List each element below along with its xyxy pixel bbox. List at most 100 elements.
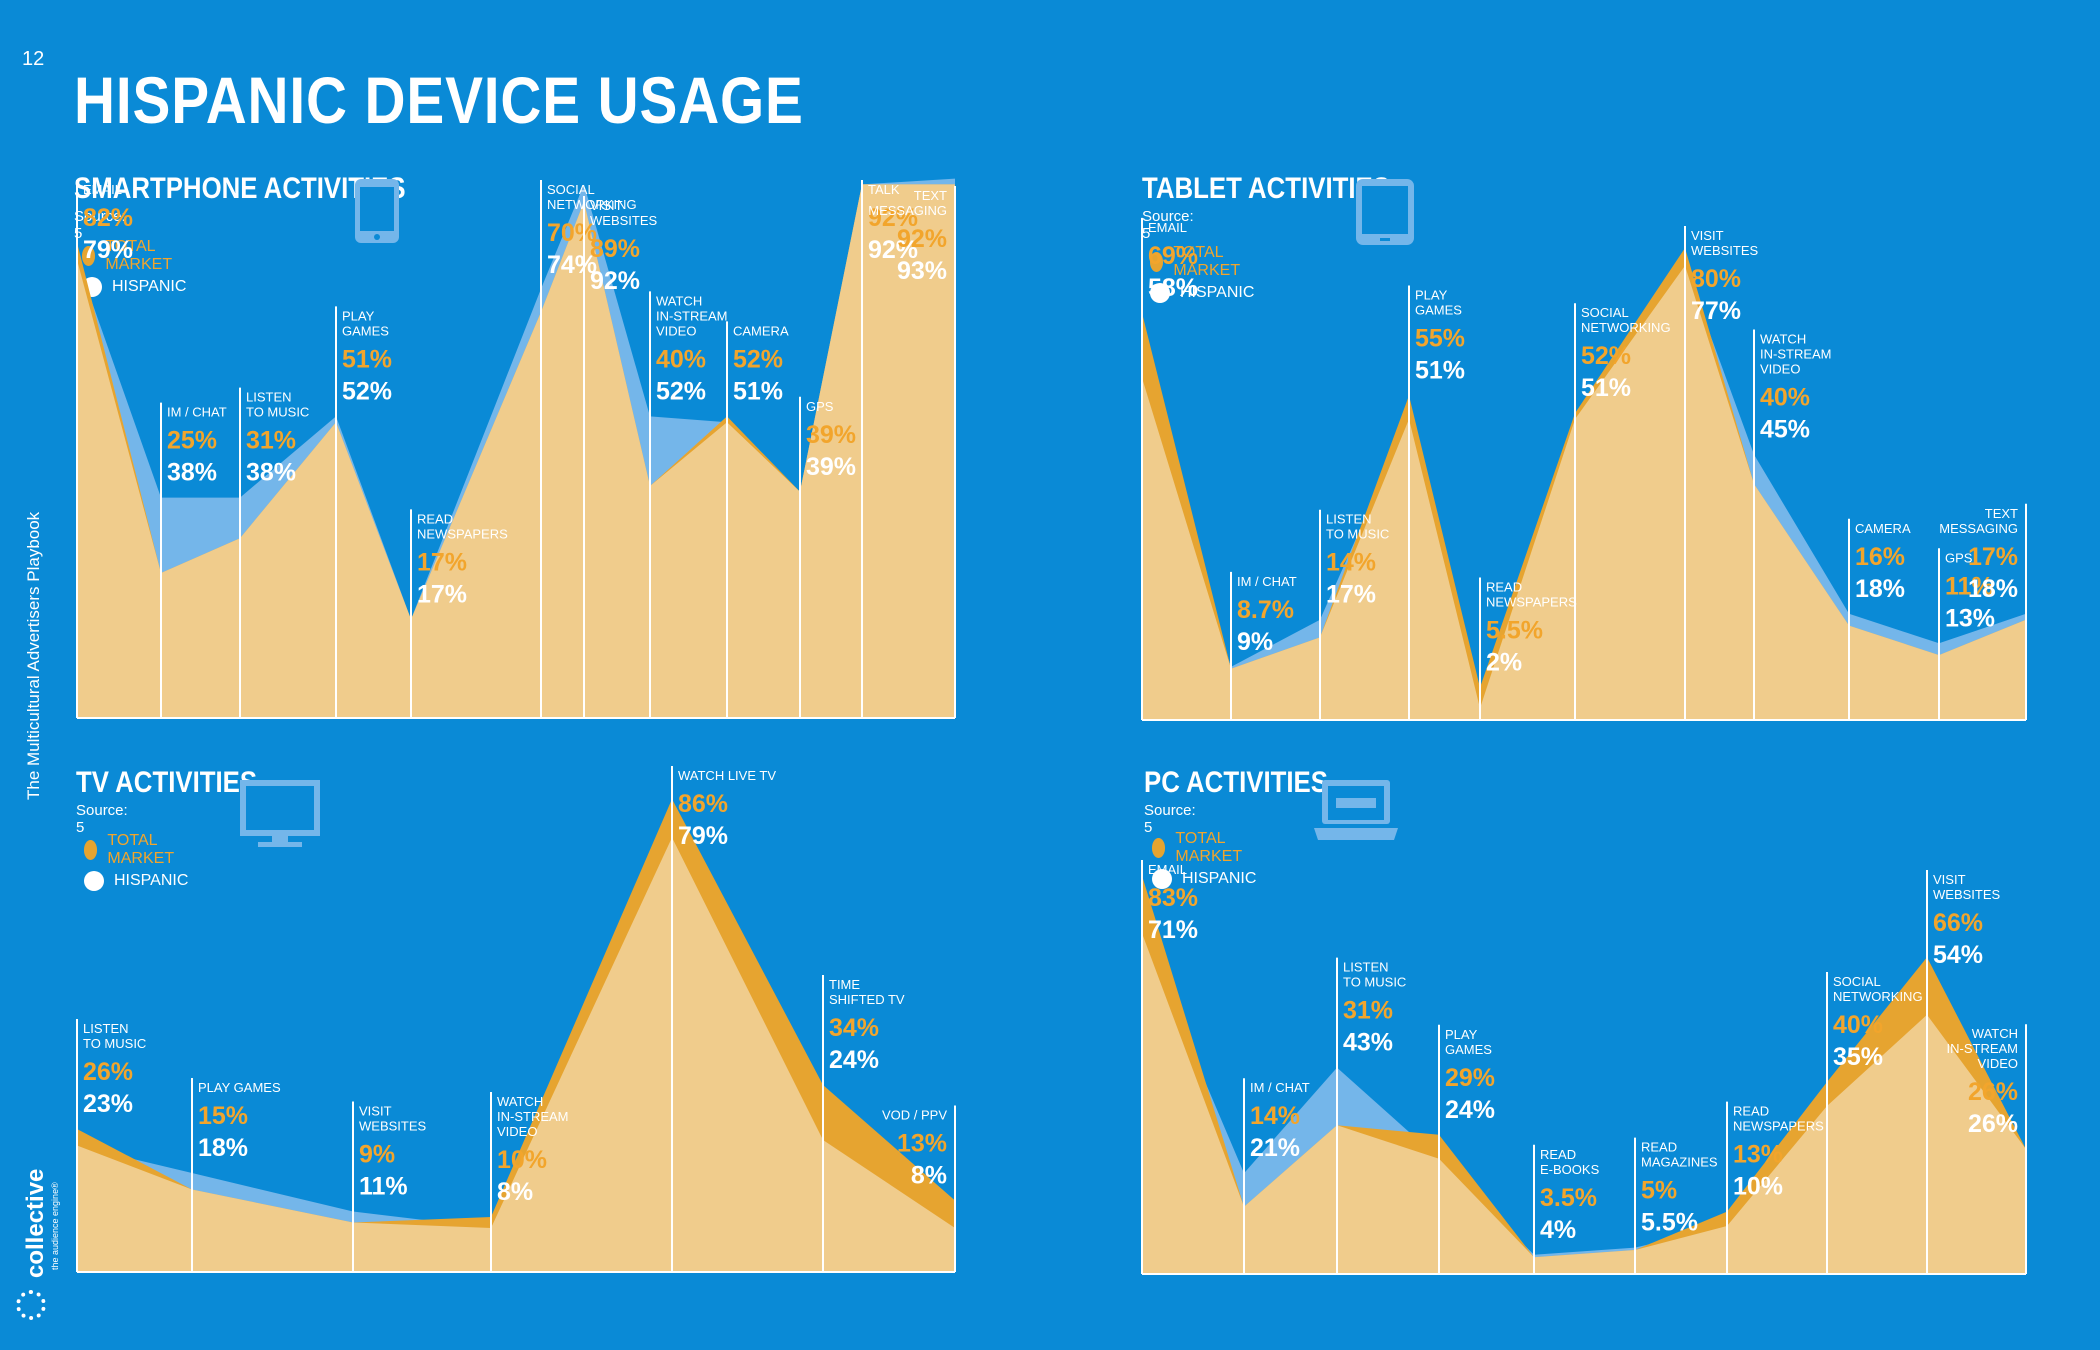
smartphone-icon <box>355 179 399 243</box>
legend-item-total-market: TOTAL MARKET <box>1152 829 1256 865</box>
category-group: IM / CHAT 25% 38% <box>160 402 227 718</box>
category-label: GPS <box>1945 550 1973 565</box>
hispanic-value-label: 26% <box>1968 1110 2018 1138</box>
tablet-icon <box>1356 179 1414 245</box>
category-label: VIDEO <box>497 1124 537 1139</box>
hispanic-value-label: 92% <box>590 267 640 295</box>
legend-swatch-total-market <box>1152 837 1166 858</box>
panel-title: TABLET ACTIVITIES <box>1142 172 1390 205</box>
panel-title: PC ACTIVITIES <box>1144 766 1328 799</box>
category-label: VISIT <box>590 198 623 213</box>
category-label: TO MUSIC <box>246 405 309 420</box>
total-market-value-label: 55% <box>1415 325 1465 353</box>
legend: TOTAL MARKET HISPANIC <box>84 832 188 896</box>
category-label: PLAY <box>1415 288 1448 303</box>
category-label: LISTEN <box>1343 960 1389 975</box>
category-group: CAMERA 16% 18% <box>1848 518 1911 720</box>
category-label: PLAY <box>342 308 375 323</box>
panel-source: Source: 5 <box>74 208 126 242</box>
category-label: TEXT <box>1985 506 2018 521</box>
panel-title: SMARTPHONE ACTIVITIES <box>74 172 406 205</box>
category-group: EMAIL 83% 71% <box>1141 860 1198 1274</box>
category-label: SOCIAL <box>1833 974 1881 989</box>
hispanic-value-label: 8% <box>497 1178 533 1206</box>
hispanic-area <box>1142 265 2026 720</box>
hispanic-value-label: 38% <box>167 459 217 487</box>
category-label: GAMES <box>1415 303 1462 318</box>
hispanic-value-label: 23% <box>83 1090 133 1118</box>
total-market-value-label: 5% <box>1641 1177 1677 1205</box>
panel-source: Source: 5 <box>76 802 128 836</box>
total-market-value-label: 8.7% <box>1237 596 1294 624</box>
total-market-value-label: 34% <box>829 1014 879 1042</box>
category-label: WATCH <box>1760 332 1806 347</box>
legend: TOTAL MARKET HISPANIC <box>82 238 186 302</box>
category-group: EMAIL 82% 79% <box>76 180 133 718</box>
legend-item-total-market: TOTAL MARKET <box>1150 244 1254 279</box>
total-market-value-label: 52% <box>1581 342 1631 370</box>
total-market-value-label: 40% <box>656 345 706 373</box>
total-market-value-label: 29% <box>1445 1064 1495 1092</box>
category-label: SOCIAL <box>1581 305 1629 320</box>
tv-monitor-icon <box>240 780 320 847</box>
total-market-value-label: 10% <box>497 1146 547 1174</box>
hispanic-value-label: 24% <box>829 1046 879 1074</box>
category-label: GAMES <box>1445 1042 1492 1057</box>
category-label: GAMES <box>342 323 389 338</box>
category-label: MESSAGING <box>1939 521 2018 536</box>
total-market-value-label: 52% <box>733 345 783 373</box>
category-label: READ <box>1641 1140 1677 1155</box>
total-market-value-label: 15% <box>198 1102 248 1130</box>
category-label: NEWSPAPERS <box>1733 1119 1824 1134</box>
category-label: WEBSITES <box>1933 887 2001 902</box>
category-label: READ <box>417 511 453 526</box>
legend-label: HISPANIC <box>1180 283 1255 301</box>
category-label: E-BOOKS <box>1540 1162 1600 1177</box>
hispanic-value-label: 13% <box>1945 604 1995 632</box>
hispanic-area <box>77 184 955 718</box>
category-label: IN-STREAM <box>497 1109 569 1124</box>
category-group: GPS 11% 13% <box>1938 548 1995 720</box>
hispanic-value-label: 39% <box>806 453 856 481</box>
hispanic-value-label: 11% <box>359 1173 408 1201</box>
legend-item-hispanic: HISPANIC <box>84 865 188 896</box>
category-label: PLAY GAMES <box>198 1080 281 1095</box>
category-label: CAMERA <box>733 323 789 338</box>
hispanic-value-label: 71% <box>1148 916 1198 944</box>
total-market-value-label: 17% <box>417 548 467 576</box>
category-group: TALK 92% 92% <box>861 180 918 718</box>
category-label: READ <box>1733 1104 1769 1119</box>
hispanic-value-label: 17% <box>417 580 467 608</box>
hispanic-value-label: 9% <box>1237 628 1273 656</box>
hispanic-value-label: 51% <box>733 377 783 405</box>
hispanic-value-label: 18% <box>198 1134 248 1162</box>
hispanic-value-label: 24% <box>1445 1096 1495 1124</box>
panel-source: Source: 5 <box>1144 802 1196 836</box>
category-label: TO MUSIC <box>1343 975 1406 990</box>
total-market-value-label: 92% <box>897 225 947 253</box>
category-label: VIDEO <box>656 323 696 338</box>
total-market-value-label: 16% <box>1855 543 1905 571</box>
legend-label: TOTAL MARKET <box>1175 829 1243 865</box>
category-label: EMAIL <box>1148 220 1187 235</box>
category-label: MAGAZINES <box>1641 1155 1718 1170</box>
total-market-value-label: 89% <box>590 235 640 263</box>
panel-title: TV ACTIVITIES <box>76 766 258 799</box>
category-label: EMAIL <box>83 182 122 197</box>
category-label: PLAY <box>1445 1027 1478 1042</box>
hispanic-value-label: 5.5% <box>1641 1209 1698 1237</box>
category-label: NEWSPAPERS <box>1486 595 1577 610</box>
total-market-value-label: 80% <box>1691 265 1741 293</box>
category-label: NETWORKING <box>1581 320 1671 335</box>
total-market-value-label: 83% <box>1148 884 1198 912</box>
